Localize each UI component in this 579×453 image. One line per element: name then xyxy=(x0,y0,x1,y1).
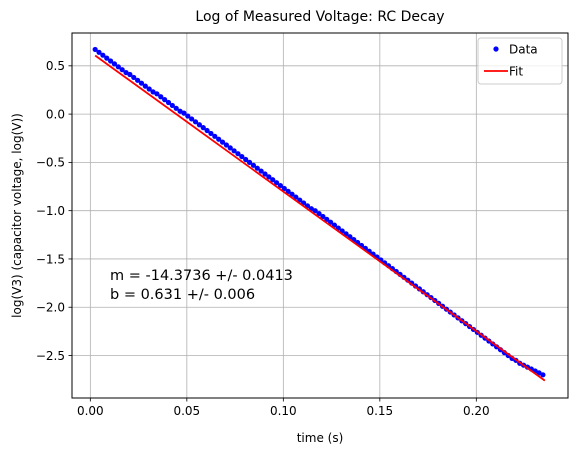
data-point xyxy=(316,210,322,217)
x-tick-label: 0.00 xyxy=(77,404,104,418)
data-point xyxy=(150,89,156,95)
data-point xyxy=(243,156,249,163)
legend-data-marker xyxy=(493,46,499,52)
data-point xyxy=(285,188,291,194)
y-tick-label: 0.0 xyxy=(46,107,65,121)
data-point xyxy=(208,130,214,137)
data-point xyxy=(540,372,546,378)
data-point xyxy=(100,52,106,58)
data-point xyxy=(277,182,284,189)
data-point xyxy=(162,97,168,103)
data-point xyxy=(246,159,253,165)
y-tick-label: −0.5 xyxy=(36,156,65,170)
data-point xyxy=(154,91,160,97)
data-point xyxy=(239,153,245,160)
data-point xyxy=(146,86,152,92)
data-point xyxy=(119,67,125,73)
x-tick-label: 0.15 xyxy=(366,404,393,418)
data-point xyxy=(212,133,218,139)
data-point xyxy=(173,105,179,111)
data-point xyxy=(181,110,187,116)
y-tick-label: −1.5 xyxy=(36,252,65,266)
data-point xyxy=(216,136,222,142)
legend: Data Fit xyxy=(477,37,563,85)
y-tick-label: −2.0 xyxy=(36,301,65,315)
data-point xyxy=(107,58,114,64)
y-tick-label: 0.5 xyxy=(46,59,65,73)
x-axis-label: time (s) xyxy=(297,431,344,445)
data-point xyxy=(289,191,295,197)
x-tick-label: 0.05 xyxy=(173,404,200,418)
legend-fit-label: Fit xyxy=(509,65,523,79)
data-point xyxy=(131,74,137,81)
data-point xyxy=(200,125,206,131)
data-point xyxy=(196,122,202,128)
data-point xyxy=(328,219,334,225)
grid xyxy=(72,33,568,398)
fit-slope-annotation: m = -14.3736 +/- 0.0413 xyxy=(110,268,293,284)
data-point xyxy=(177,108,183,114)
data-point xyxy=(262,171,268,177)
data-point xyxy=(231,148,237,154)
data-point xyxy=(158,94,164,100)
data-point xyxy=(189,116,195,122)
data-point xyxy=(142,83,148,89)
fit-intercept-annotation: b = 0.631 +/- 0.006 xyxy=(110,287,255,303)
data-point xyxy=(254,165,260,171)
data-point xyxy=(127,71,133,78)
data-point xyxy=(293,194,299,200)
data-point xyxy=(297,197,303,203)
x-tick-label: 0.10 xyxy=(270,404,297,418)
y-tick-label: −2.5 xyxy=(36,349,65,363)
data-point xyxy=(536,370,542,376)
data-point xyxy=(331,222,338,228)
data-point xyxy=(235,151,241,157)
legend-data-label: Data xyxy=(509,43,538,57)
data-point xyxy=(185,113,191,119)
data-point xyxy=(192,119,199,125)
data-point xyxy=(135,77,141,83)
fit-line xyxy=(94,54,546,382)
y-axis-label: log(V3) (capacitor voltage, log(V)) xyxy=(10,113,24,318)
data-point xyxy=(266,174,272,180)
data-point xyxy=(281,185,287,192)
data-point xyxy=(324,216,330,222)
x-tick-label: 0.20 xyxy=(463,404,490,418)
data-point xyxy=(104,55,110,61)
data-point xyxy=(258,168,264,174)
axis-ticks: 0.00 0.05 0.10 0.15 0.20 0.5 0.0 −0.5 −1.0 −1.5 −2… xyxy=(36,59,490,418)
chart-title: Log of Measured Voltage: RC Decay xyxy=(195,9,444,25)
data-point xyxy=(96,49,102,55)
legend-box xyxy=(477,37,563,85)
data-point xyxy=(204,127,210,134)
data-point xyxy=(115,64,121,70)
data-point xyxy=(270,177,276,183)
data-point xyxy=(138,80,145,86)
data-point xyxy=(223,142,229,148)
data-point xyxy=(312,208,318,214)
data-point xyxy=(169,102,175,109)
axes-frame xyxy=(71,32,569,399)
data-point xyxy=(165,99,172,106)
data-point xyxy=(219,139,226,145)
data-point xyxy=(320,213,326,220)
y-tick-label: −1.0 xyxy=(36,204,65,218)
data-point xyxy=(123,69,129,76)
data-point xyxy=(273,180,280,186)
data-point xyxy=(111,61,118,67)
data-point xyxy=(227,145,233,151)
data-point xyxy=(250,162,257,168)
data-point xyxy=(92,46,98,53)
plot-data xyxy=(92,46,546,382)
